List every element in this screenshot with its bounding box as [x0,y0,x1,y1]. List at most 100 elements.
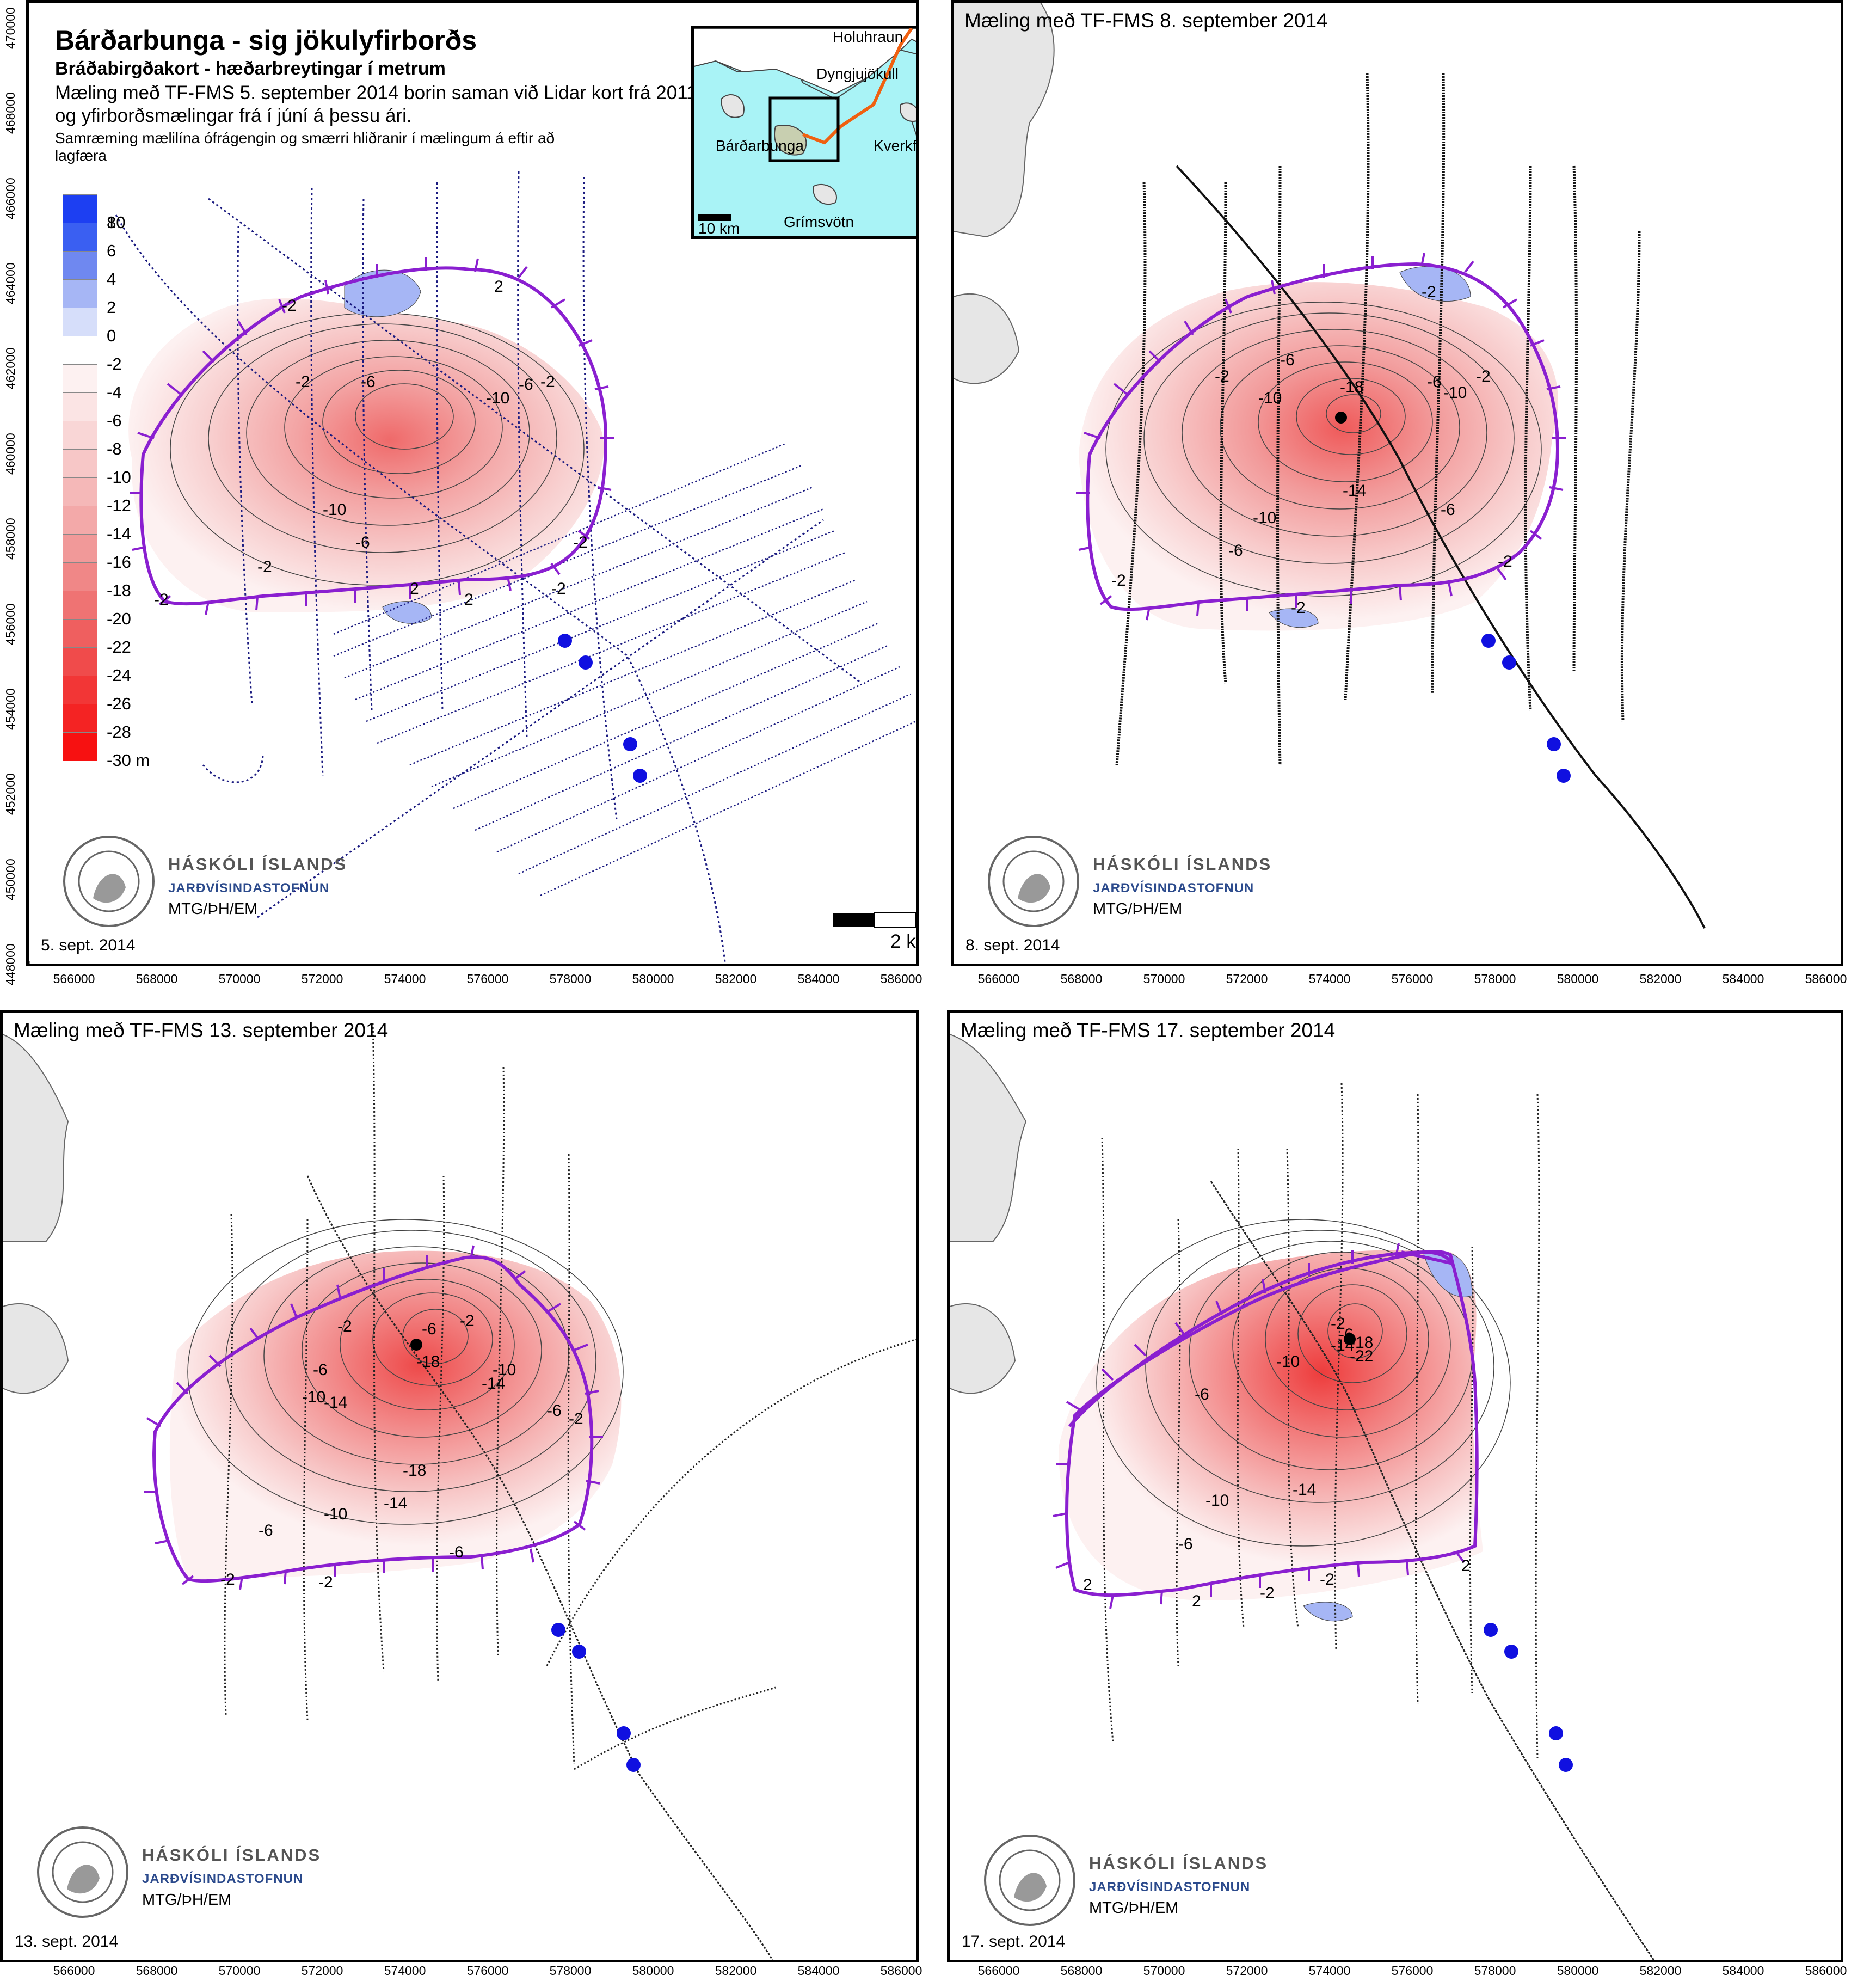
x-tick-label: 574000 [384,1964,426,1978]
contour-label: -10 [1258,389,1282,407]
inset-label: Kverkfjöll [874,137,917,154]
uplift-area [382,601,432,624]
legend-swatch [63,506,97,535]
x-tick-label: 578000 [549,972,592,986]
contour-label: -14 [384,1494,408,1512]
legend-label: -24 [107,666,131,685]
map-canvas-4 [950,1033,1655,1960]
x-tick-label: 586000 [880,972,922,986]
y-tick-label: 462000 [3,347,17,390]
x-tick-label: 584000 [1722,972,1764,986]
y-tick-label: 456000 [3,603,17,645]
overview-inset-map: Holuhraun Dyngjujökull Bárðarbunga Kverk… [691,26,917,239]
x-tick-label: 580000 [632,972,674,986]
x-tick-label: 566000 [977,972,1020,986]
x-tick-label: 578000 [549,1964,592,1978]
panel-date: 13. sept. 2014 [15,1933,119,1951]
legend-label: -6 [107,411,122,430]
uplift-area [344,269,421,317]
y-tick-label: 466000 [3,177,17,219]
land-area [3,1033,69,1242]
institution-name: HÁSKÓLI ÍSLANDS [142,1845,322,1865]
contour-label: -18 [1350,1334,1374,1352]
legend-swatch [63,619,97,648]
x-tick-label: 578000 [1474,1964,1516,1978]
legend-swatch [63,421,97,450]
x-tick-label: 576000 [466,972,509,986]
contour-label: -10 [302,1388,326,1406]
y-tick-label: 468000 [3,92,17,134]
caldera-rim-ticks [130,257,614,615]
legend-label: -22 [107,637,131,657]
y-tick-label: 448000 [3,943,17,985]
contour-label: 2 [1083,1576,1092,1594]
x-tick-label: 586000 [880,1964,922,1978]
legend-label: -26 [107,694,131,713]
legend-swatch [63,647,97,676]
legend-label: 6 [107,241,116,260]
land-area [694,28,916,95]
x-tick-label: 572000 [1226,972,1268,986]
contour-label: -6 [1195,1385,1209,1403]
panel-date: 8. sept. 2014 [965,936,1060,954]
contour-label: -6 [547,1402,562,1420]
map-subtitle: Bráðabirgðakort - hæðarbreytingar í metr… [55,58,446,79]
inset-label: Bárðarbunga [716,137,804,154]
legend-swatch [63,223,97,252]
authors: MTG/ÞH/EM [142,1891,232,1909]
legend-swatch [63,194,97,223]
contour-label: -10 [493,1361,516,1379]
contour-label: 2 [464,591,473,609]
land-area [954,293,1020,384]
contour-label: -2 [1422,283,1436,301]
x-tick-label: 576000 [1391,972,1434,986]
contour-label: -2 [154,591,169,609]
x-tick-label: 586000 [1805,1964,1847,1978]
university-seal-icon [63,836,155,927]
land-area [950,1033,1027,1242]
institution-department: JARÐVÍSINDASTOFNUN [168,881,330,896]
x-tick-label: 584000 [1722,1964,1764,1978]
flight-lines [1101,1083,1540,1759]
contour-label: -2 [569,1410,583,1428]
gps-stations [551,1623,641,1772]
institution-name: HÁSKÓLI ÍSLANDS [1089,1854,1269,1873]
legend-label: -28 [107,722,131,741]
contour-lines [187,1219,624,1525]
contour-label: -2 [1320,1571,1334,1589]
panel-title: Mæling með TF-FMS 17. september 2014 [961,1019,1336,1041]
contour-label: -6 [1441,501,1455,519]
legend-label: -4 [107,383,122,402]
caldera-rim-ticks [144,1245,603,1590]
x-tick-label: 582000 [1639,1964,1682,1978]
x-tick-label: 582000 [715,1964,757,1978]
contour-label: -10 [323,501,347,519]
dike-track [802,28,913,145]
legend-label: 10 [107,213,126,232]
legend-label: -10 [107,468,131,487]
legend-label: -12 [107,496,131,515]
map-note: Samræming mælilína ófrágengin og smærri … [55,130,555,164]
contour-label: -18 [403,1462,427,1480]
contour-label: -2 [1331,1315,1345,1333]
x-tick-label: 580000 [1557,972,1599,986]
legend-label: -18 [107,581,131,600]
institution-name: HÁSKÓLI ÍSLANDS [1093,855,1272,874]
land-area [3,1303,69,1394]
x-tick-label: 574000 [1308,1964,1351,1978]
legend-swatch [63,534,97,563]
contour-label: -6 [519,376,533,394]
contour-label: -10 [1253,509,1277,527]
y-tick-label: 464000 [3,262,17,305]
institution-logo: HÁSKÓLI ÍSLANDS JARÐVÍSINDASTOFNUN MTG/Þ… [985,833,1290,942]
x-tick-label: 568000 [1060,1964,1103,1978]
study-area-box [768,96,840,162]
contour-label: -14 [1331,1336,1355,1354]
legend-swatch [63,676,97,704]
map-header: Bárðarbunga - sig jökulyfirborðs Bráðabi… [55,24,697,164]
y-tick-label: 470000 [3,7,17,49]
contour-label: -6 [313,1361,328,1379]
legend-swatch [63,336,97,365]
legend-label: -20 [107,609,131,628]
map-description: Mæling með TF-FMS 5. september 2014 bori… [55,82,697,126]
